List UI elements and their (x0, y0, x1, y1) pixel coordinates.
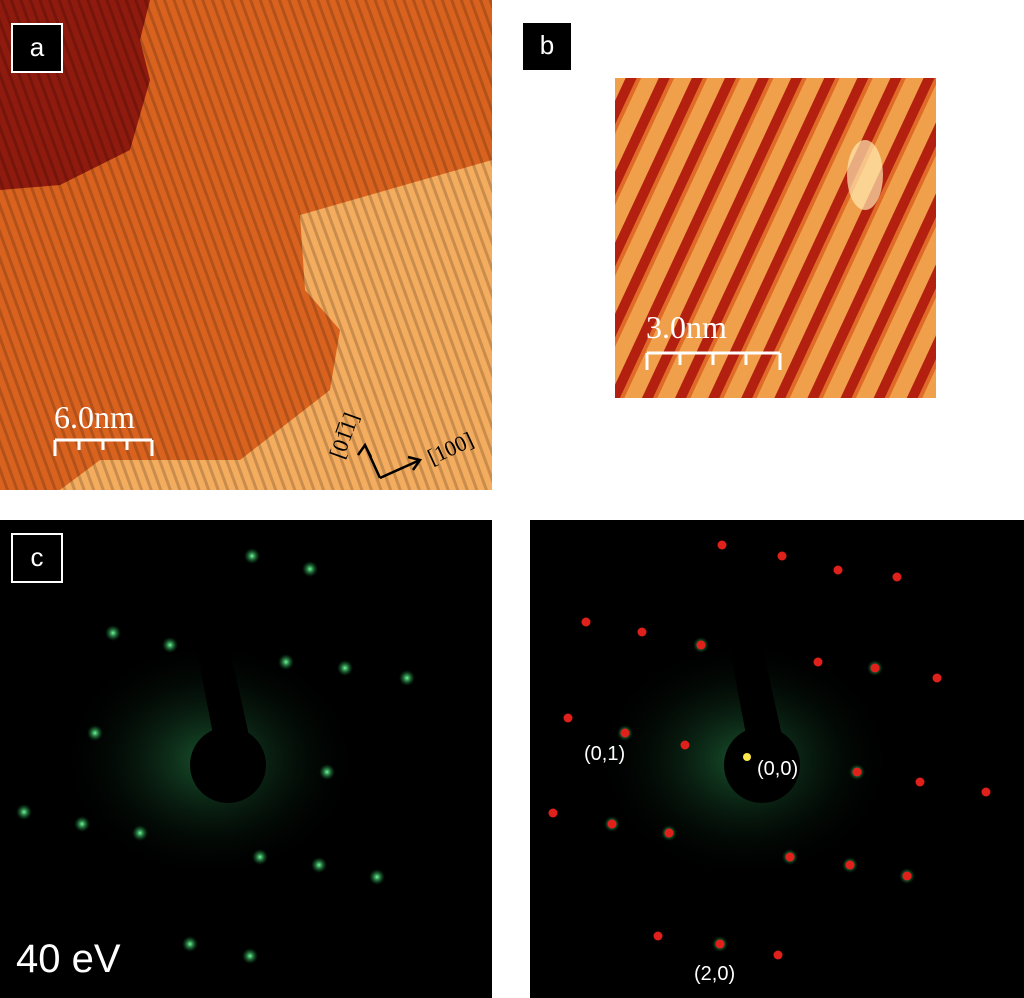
stm-image (615, 78, 936, 398)
sample-holder (195, 640, 250, 745)
gun-shadow (190, 727, 266, 803)
diffraction-spot (311, 857, 327, 873)
panel-label: c (31, 542, 44, 572)
index-marker (581, 617, 591, 627)
diffraction-spot (399, 670, 415, 686)
diffraction-spot (74, 816, 90, 832)
index-marker (833, 565, 843, 575)
index-marker (717, 540, 727, 550)
panel-a: a 6.0nm [01̅1] [100] (0, 0, 492, 490)
scale-bar-label: 6.0nm (54, 399, 135, 435)
leed-pattern: c 40 eV (0, 520, 492, 998)
stripes (0, 0, 492, 490)
leed-pattern-indexed: (0,1) (0,0) (2,0) (530, 520, 1024, 998)
index-marker (932, 673, 942, 683)
scale-bar (53, 438, 154, 456)
panel-b: b 3.0nm (523, 23, 936, 398)
index-marker (902, 871, 912, 881)
diffraction-spot (242, 948, 258, 964)
diffraction-spot (337, 660, 353, 676)
index-marker (773, 950, 783, 960)
index-marker (637, 627, 647, 637)
index-marker (548, 808, 558, 818)
scale-bar (645, 351, 782, 370)
panel-label: b (540, 30, 554, 60)
index-marker (653, 931, 663, 941)
bright-feature (847, 140, 883, 210)
diffraction-spot (182, 936, 198, 952)
diffraction-spot (319, 764, 335, 780)
sample-holder (728, 640, 783, 745)
index-marker (664, 828, 674, 838)
direction-arrows (356, 442, 423, 480)
index-marker (915, 777, 925, 787)
index-marker (845, 860, 855, 870)
scale-bar-label: 3.0nm (646, 309, 727, 345)
diffraction-spot (278, 654, 294, 670)
index-marker (870, 663, 880, 673)
index-marker (852, 767, 862, 777)
label-box (11, 533, 63, 583)
index-marker (892, 572, 902, 582)
index-marker (785, 852, 795, 862)
diffraction-spot (252, 849, 268, 865)
label-box (523, 23, 571, 70)
label-box (11, 23, 63, 73)
index-marker (620, 728, 630, 738)
index-marker (813, 657, 823, 667)
energy-label: 40 eV (16, 937, 121, 981)
index-marker (563, 713, 573, 723)
gun-shadow (724, 727, 800, 803)
diffraction-spot (162, 637, 178, 653)
diffraction-spot (302, 561, 318, 577)
index-marker (607, 819, 617, 829)
index-marker (981, 787, 991, 797)
index-label: (0,1) (584, 743, 625, 765)
index-label: (0,0) (757, 758, 798, 780)
index-marker (680, 740, 690, 750)
index-marker (777, 551, 787, 561)
diffraction-spot (244, 548, 260, 564)
diffraction-spot (369, 869, 385, 885)
panel-label: a (30, 32, 45, 62)
specular-marker (743, 753, 751, 761)
diffraction-spot (87, 725, 103, 741)
index-marker (715, 939, 725, 949)
index-marker (696, 640, 706, 650)
diffraction-spot (16, 804, 32, 820)
diffraction-spot (132, 825, 148, 841)
index-label: (2,0) (694, 963, 735, 985)
diffraction-spot (105, 625, 121, 641)
